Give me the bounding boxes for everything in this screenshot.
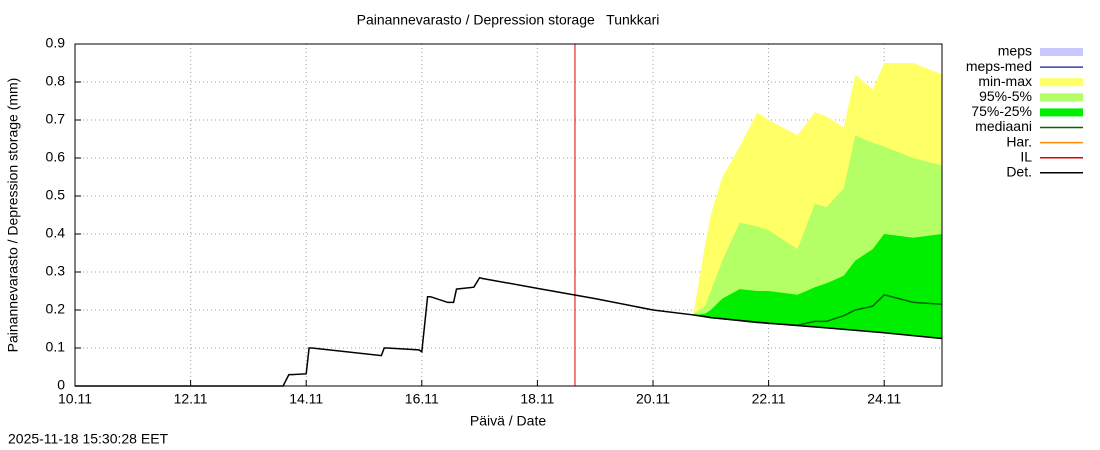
band-area (693, 234, 942, 339)
x-tick-label: 16.11 (405, 391, 439, 407)
y-tick-label: 0.6 (46, 149, 66, 165)
legend-label: min-max (978, 73, 1032, 89)
x-axis-label: Päivä / Date (470, 413, 546, 429)
y-tick-label: 0.1 (46, 339, 66, 355)
legend-label: IL (1020, 148, 1032, 164)
y-tick-label: 0.9 (46, 35, 66, 51)
legend-label: meps (998, 43, 1032, 59)
legend-label: mediaani (975, 118, 1032, 134)
chart-title: Painannevarasto / Depression storage Tun… (357, 12, 660, 28)
x-tick-label: 20.11 (636, 391, 670, 407)
x-tick-label: 18.11 (520, 391, 554, 407)
x-tick-label: 24.11 (867, 391, 901, 407)
legend-swatch (1040, 108, 1083, 117)
legend-label: 95%-5% (979, 88, 1032, 104)
legend-swatch (1040, 93, 1083, 102)
y-tick-label: 0 (57, 377, 65, 393)
y-tick-label: 0.3 (46, 263, 66, 279)
x-tick-label: 22.11 (752, 391, 786, 407)
timestamp: 2025-11-18 15:30:28 EET (8, 431, 169, 447)
y-tick-label: 0.7 (46, 111, 66, 127)
legend-label: Det. (1006, 164, 1032, 180)
legend-label: 75%-25% (971, 103, 1032, 119)
x-tick-label: 10.11 (58, 391, 92, 407)
y-axis-label: Painannevarasto / Depression storage (mm… (5, 78, 21, 353)
data-line (75, 276, 943, 387)
legend-label: meps-med (966, 58, 1032, 74)
y-tick-label: 0.5 (46, 187, 66, 203)
y-tick-label: 0.2 (46, 301, 66, 317)
legend-swatch (1040, 78, 1083, 87)
x-tick-label: 14.11 (289, 391, 323, 407)
legend-label: Har. (1006, 133, 1032, 149)
y-tick-label: 0.8 (46, 73, 66, 89)
legend-swatch (1040, 48, 1083, 56)
x-tick-label: 12.11 (174, 391, 208, 407)
plot-frame (74, 43, 943, 387)
y-tick-label: 0.4 (46, 225, 66, 241)
